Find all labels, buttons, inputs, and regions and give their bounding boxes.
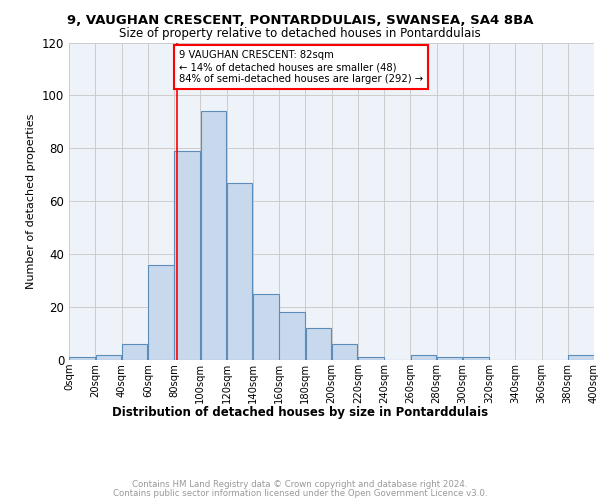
Bar bbox=[280, 312, 305, 360]
Bar bbox=[227, 182, 253, 360]
Bar bbox=[305, 328, 331, 360]
Bar bbox=[200, 112, 226, 360]
Text: Distribution of detached houses by size in Pontarddulais: Distribution of detached houses by size … bbox=[112, 406, 488, 419]
Text: 9, VAUGHAN CRESCENT, PONTARDDULAIS, SWANSEA, SA4 8BA: 9, VAUGHAN CRESCENT, PONTARDDULAIS, SWAN… bbox=[67, 14, 533, 27]
Y-axis label: Number of detached properties: Number of detached properties bbox=[26, 114, 36, 289]
Bar bbox=[253, 294, 278, 360]
Text: 9 VAUGHAN CRESCENT: 82sqm
← 14% of detached houses are smaller (48)
84% of semi-: 9 VAUGHAN CRESCENT: 82sqm ← 14% of detac… bbox=[179, 50, 424, 84]
Text: Contains public sector information licensed under the Open Government Licence v3: Contains public sector information licen… bbox=[113, 488, 487, 498]
Bar bbox=[332, 344, 358, 360]
Bar bbox=[148, 265, 173, 360]
Bar bbox=[463, 358, 488, 360]
Text: Size of property relative to detached houses in Pontarddulais: Size of property relative to detached ho… bbox=[119, 28, 481, 40]
Bar bbox=[437, 358, 463, 360]
Text: Contains HM Land Registry data © Crown copyright and database right 2024.: Contains HM Land Registry data © Crown c… bbox=[132, 480, 468, 489]
Bar bbox=[95, 354, 121, 360]
Bar bbox=[568, 354, 593, 360]
Bar bbox=[70, 358, 95, 360]
Bar bbox=[410, 354, 436, 360]
Bar bbox=[358, 358, 383, 360]
Bar bbox=[175, 151, 200, 360]
Bar bbox=[122, 344, 148, 360]
